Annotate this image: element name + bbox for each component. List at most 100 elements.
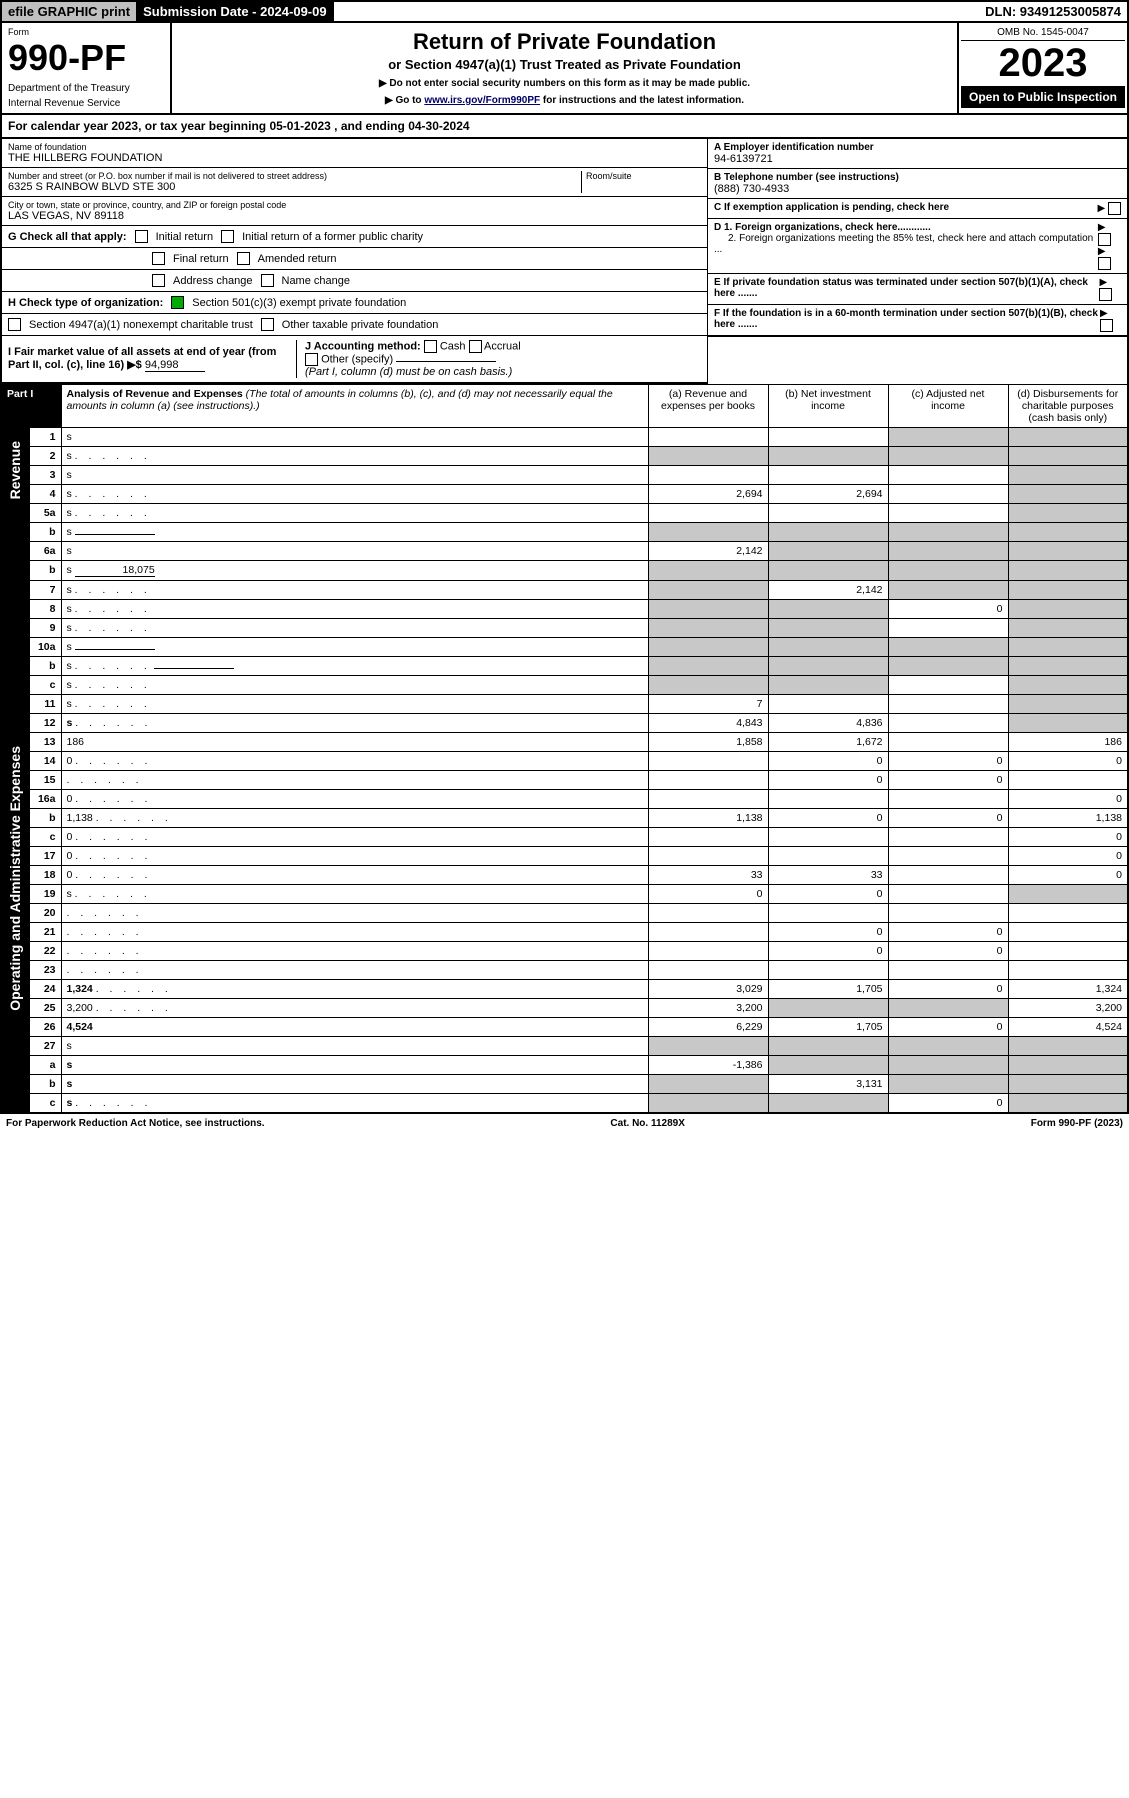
cell-12-d: [1008, 714, 1128, 733]
cell-23-c: [888, 961, 1008, 980]
line-number: c: [29, 828, 61, 847]
c-exemption-label: C If exemption application is pending, c…: [714, 202, 949, 215]
line-description: s: [61, 542, 648, 561]
amended-return-checkbox[interactable]: [237, 252, 250, 265]
cell-11-a: 7: [648, 695, 768, 714]
cell-10a-c: [888, 638, 1008, 657]
efile-print-button[interactable]: efile GRAPHIC print: [2, 2, 137, 21]
part1-table: Part I Analysis of Revenue and Expenses …: [0, 384, 1129, 1114]
line-description: 186: [61, 733, 648, 752]
cell-1-b: [768, 428, 888, 447]
cell-c-b: [768, 828, 888, 847]
cell-22-b: 0: [768, 942, 888, 961]
line-number: 5a: [29, 504, 61, 523]
line-number: 20: [29, 904, 61, 923]
cell-19-d: [1008, 885, 1128, 904]
line-number: 14: [29, 752, 61, 771]
cell-3-c: [888, 466, 1008, 485]
cell-5a-c: [888, 504, 1008, 523]
cell-7-a: [648, 581, 768, 600]
line-number: 4: [29, 485, 61, 504]
tax-year: 2023: [961, 41, 1125, 86]
cell-b-b: [768, 561, 888, 581]
cell-1-d: [1008, 428, 1128, 447]
initial-return-checkbox[interactable]: [135, 230, 148, 243]
cell-23-b: [768, 961, 888, 980]
cell-6a-b: [768, 542, 888, 561]
line-number: 15: [29, 771, 61, 790]
irs-link[interactable]: www.irs.gov/Form990PF: [424, 95, 540, 106]
cell-18-d: 0: [1008, 866, 1128, 885]
cell-2-d: [1008, 447, 1128, 466]
line-number: 6a: [29, 542, 61, 561]
line-description: s . . . . . .: [61, 581, 648, 600]
line-description: 4,524: [61, 1018, 648, 1037]
line-number: a: [29, 1056, 61, 1075]
form-label: Form: [8, 27, 164, 37]
line-description: s . . . . . .: [61, 485, 648, 504]
line-number: 23: [29, 961, 61, 980]
col-c-header: (c) Adjusted net income: [888, 385, 1008, 428]
line-description: s . . . . . .: [61, 657, 648, 676]
cell-19-c: [888, 885, 1008, 904]
cell-27-d: [1008, 1037, 1128, 1056]
address-change-checkbox[interactable]: [152, 274, 165, 287]
cell-17-b: [768, 847, 888, 866]
line-number: 13: [29, 733, 61, 752]
form-number: 990-PF: [8, 37, 164, 79]
foundation-name: THE HILLBERG FOUNDATION: [8, 152, 701, 164]
cash-checkbox[interactable]: [424, 340, 437, 353]
ein-label: A Employer identification number: [714, 142, 874, 153]
form-header: Form 990-PF Department of the Treasury I…: [0, 23, 1129, 115]
d1-checkbox[interactable]: [1098, 233, 1111, 246]
cell-24-b: 1,705: [768, 980, 888, 999]
line-description: s: [61, 1056, 648, 1075]
cell-23-a: [648, 961, 768, 980]
cell-a-b: [768, 1056, 888, 1075]
other-method-checkbox[interactable]: [305, 353, 318, 366]
form-subtitle: or Section 4947(a)(1) Trust Treated as P…: [178, 57, 951, 72]
d2-checkbox[interactable]: [1098, 257, 1111, 270]
line-description: s . . . . . .: [61, 619, 648, 638]
cell-c-c: 0: [888, 1094, 1008, 1114]
address-label: Number and street (or P.O. box number if…: [8, 171, 581, 181]
page-footer: For Paperwork Reduction Act Notice, see …: [0, 1114, 1129, 1133]
initial-former-checkbox[interactable]: [221, 230, 234, 243]
cell-5a-b: [768, 504, 888, 523]
f-checkbox[interactable]: [1100, 319, 1113, 332]
final-return-checkbox[interactable]: [152, 252, 165, 265]
other-taxable-checkbox[interactable]: [261, 318, 274, 331]
section-4947-checkbox[interactable]: [8, 318, 21, 331]
cell-15-b: 0: [768, 771, 888, 790]
line-number: 25: [29, 999, 61, 1018]
line-number: b: [29, 657, 61, 676]
accrual-checkbox[interactable]: [469, 340, 482, 353]
c-checkbox[interactable]: [1108, 202, 1121, 215]
cell-26-b: 1,705: [768, 1018, 888, 1037]
section-501c3-checkbox[interactable]: [171, 296, 184, 309]
cell-7-c: [888, 581, 1008, 600]
line-description: 0 . . . . . .: [61, 828, 648, 847]
part1-label: Part I: [1, 385, 61, 428]
irs-label: Internal Revenue Service: [8, 98, 164, 109]
cell-6a-c: [888, 542, 1008, 561]
cell-21-d: [1008, 923, 1128, 942]
phone-value: (888) 730-4933: [714, 183, 789, 195]
line-number: 11: [29, 695, 61, 714]
cell-16a-b: [768, 790, 888, 809]
e-checkbox[interactable]: [1099, 288, 1112, 301]
cell-c-c: [888, 828, 1008, 847]
foundation-name-label: Name of foundation: [8, 142, 701, 152]
cell-11-d: [1008, 695, 1128, 714]
cell-c-d: 0: [1008, 828, 1128, 847]
name-change-checkbox[interactable]: [261, 274, 274, 287]
cell-b-c: [888, 523, 1008, 542]
revenue-section-label: Revenue: [1, 428, 29, 733]
ein-value: 94-6139721: [714, 153, 773, 165]
cell-18-a: 33: [648, 866, 768, 885]
cell-9-c: [888, 619, 1008, 638]
line-number: 17: [29, 847, 61, 866]
cell-19-b: 0: [768, 885, 888, 904]
cell-b-d: 1,138: [1008, 809, 1128, 828]
line-description: . . . . . .: [61, 923, 648, 942]
